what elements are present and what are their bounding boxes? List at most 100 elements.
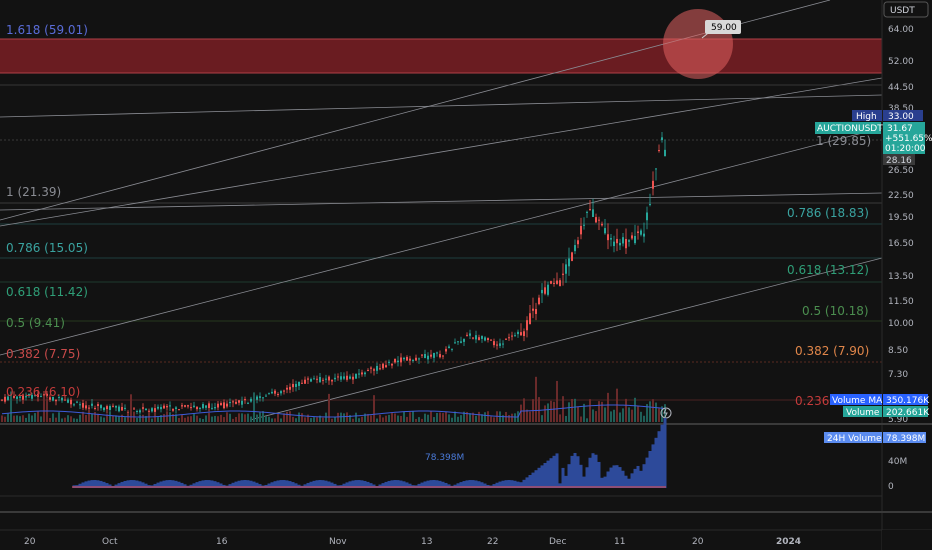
24h-volume-bar (504, 480, 508, 488)
volume-bar (319, 415, 321, 422)
volume-bar (196, 415, 198, 422)
volume-bar (1, 415, 3, 422)
24h-volume-inline: 78.398M (425, 453, 464, 463)
candle-body (460, 341, 462, 343)
24h-volume-bar (267, 483, 271, 488)
candle-body (133, 408, 135, 410)
volume-bar (226, 412, 228, 422)
candle-body (214, 407, 216, 409)
volume-bar (94, 411, 96, 422)
volume-bar (508, 415, 510, 422)
candle-body (13, 395, 15, 398)
fib-left-0382: 0.382 (7.75) (6, 347, 80, 361)
candle-body (259, 396, 261, 398)
24h-volume-bar (570, 455, 574, 488)
24h-volume-bar (651, 444, 655, 488)
trendline-2[interactable] (0, 77, 883, 227)
time-tick: Nov (329, 537, 347, 547)
fib-left-05: 0.5 (9.41) (6, 316, 65, 330)
candle-body (490, 339, 492, 341)
trendline-5[interactable] (0, 127, 883, 356)
volume-bar (439, 412, 441, 422)
volume-bar (124, 417, 126, 422)
24h-volume-bar (585, 467, 589, 488)
volume-bar (541, 415, 543, 422)
candle-body (1, 399, 3, 401)
time-tick: 22 (487, 537, 498, 547)
24h-volume-bar (528, 475, 532, 488)
candle-body (166, 406, 168, 408)
trendline-3[interactable] (0, 94, 883, 118)
24h-volume-bar (552, 455, 556, 488)
candle-body (229, 402, 231, 404)
target-label-box (705, 20, 741, 34)
24h-volume-bar (435, 480, 439, 488)
24h-volume-bar (102, 481, 106, 488)
24h-volume-bar (234, 481, 238, 488)
candle-body (481, 336, 483, 339)
volume-bar (76, 418, 78, 422)
volume-bar (229, 413, 231, 422)
24h-volume-bar (303, 484, 307, 488)
volume-bar (313, 417, 315, 422)
high-value-box (883, 110, 923, 121)
target-zone[interactable] (0, 39, 882, 73)
24h-volume-bar (573, 453, 577, 488)
trendline-4[interactable] (0, 192, 883, 211)
candle-body (223, 402, 225, 409)
24h-volume-bar (84, 481, 88, 488)
24h-volume-bar (408, 483, 412, 488)
24h-volume-bar (309, 481, 313, 488)
24h-volume-bar (270, 482, 274, 488)
24h-volume-bar (285, 480, 289, 488)
volume-bar (409, 412, 411, 422)
price-tick: 38.50 (888, 104, 914, 114)
candle-body (205, 405, 207, 408)
candle-body (307, 378, 309, 380)
volume-bar (661, 406, 663, 422)
change-percent: +551.65% (885, 134, 932, 144)
volume-bar (502, 415, 504, 422)
candle-body (364, 372, 366, 375)
axis-settings-corner[interactable] (882, 530, 932, 550)
candle-body (478, 337, 480, 340)
candle-body (40, 396, 42, 398)
volume-bar (526, 409, 528, 422)
24h-volume-bar (174, 480, 178, 488)
volume-bar (442, 413, 444, 422)
candle-body (283, 390, 285, 392)
24h-volume-bar (378, 484, 382, 488)
candle-body (121, 406, 123, 411)
volume-bar (361, 416, 363, 422)
candle-body (136, 410, 138, 412)
trendline-6[interactable] (249, 257, 883, 421)
volume-ma-value: 350.176K (886, 396, 930, 406)
price-axis[interactable]: 64.00 52.00 44.50 38.50 26.50 22.50 19.5… (888, 25, 914, 425)
24h-volume-bar (252, 481, 256, 488)
volume-bar (547, 403, 549, 422)
24h-volume-bar (612, 465, 616, 488)
candle-body (277, 394, 279, 396)
volume-bar (262, 411, 264, 422)
24h-volume-bar (129, 480, 133, 488)
currency-badge[interactable] (883, 1, 929, 18)
candle-body (532, 308, 534, 311)
candle-body (415, 357, 417, 361)
time-axis[interactable]: 20 Oct 16 Nov 13 22 Dec 11 20 2024 (24, 537, 801, 547)
24h-volume-bar (384, 481, 388, 488)
candle-body (4, 396, 6, 402)
target-circle[interactable] (663, 9, 733, 79)
candle-body (388, 361, 390, 363)
candle-body (328, 376, 330, 381)
volume-bar (304, 417, 306, 422)
volume-bar (433, 417, 435, 422)
volume-bar (109, 411, 111, 422)
volume-bar (10, 391, 12, 422)
volume-bar (373, 395, 375, 422)
24h-volume-bar (534, 470, 538, 488)
volume-bar (163, 414, 165, 422)
24h-volume-bar (381, 483, 385, 488)
24h-volume-bar (279, 480, 283, 488)
candle-body (202, 404, 204, 409)
